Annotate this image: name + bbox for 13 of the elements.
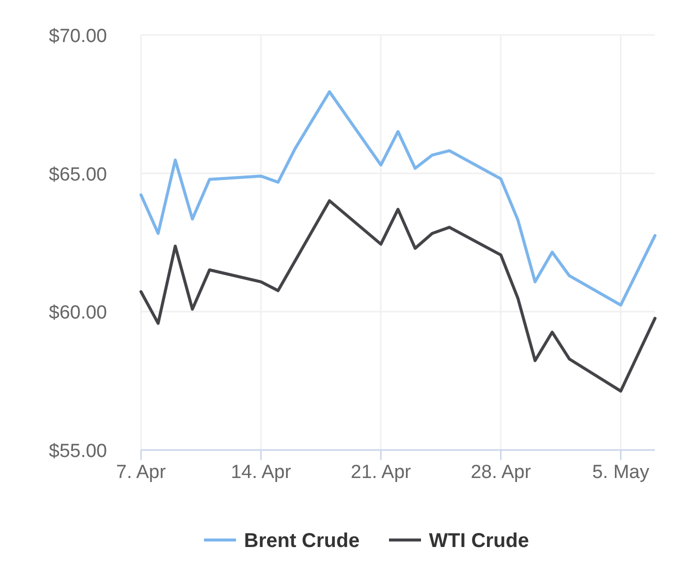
legend-label: Brent Crude bbox=[244, 530, 360, 552]
x-tick-label: 21. Apr bbox=[350, 462, 412, 483]
y-tick-label: $70.00 bbox=[48, 26, 107, 47]
x-tick-label: 7. Apr bbox=[116, 462, 166, 483]
x-tick-label: 28. Apr bbox=[470, 462, 532, 483]
legend-label: WTI Crude bbox=[429, 530, 529, 552]
line-series bbox=[140, 90, 656, 307]
y-tick-label: $65.00 bbox=[48, 164, 107, 186]
line-series bbox=[140, 199, 656, 393]
x-tick-label: 5. May bbox=[592, 462, 650, 483]
y-tick-label: $55.00 bbox=[48, 441, 107, 462]
x-tick-label: 14. Apr bbox=[230, 462, 292, 483]
y-tick-label: $60.00 bbox=[48, 302, 107, 324]
